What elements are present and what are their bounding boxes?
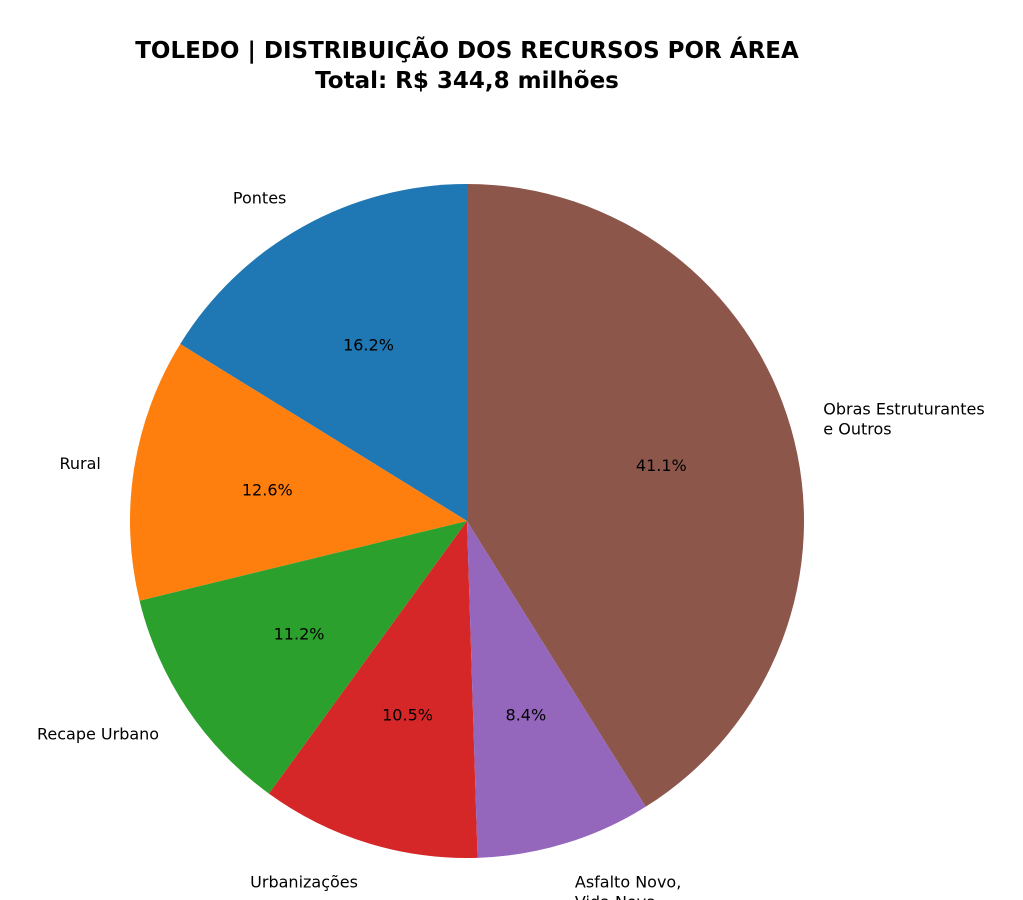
slice-percent-label: 12.6% bbox=[242, 480, 293, 499]
slice-percent-label: 41.1% bbox=[636, 456, 687, 475]
chart-title-line: TOLEDO | DISTRIBUIÇÃO DOS RECURSOS POR Á… bbox=[135, 38, 799, 64]
slice-percent-label: 10.5% bbox=[382, 705, 433, 724]
pie-slice-0 bbox=[180, 184, 468, 521]
chart-title: TOLEDO | DISTRIBUIÇÃO DOS RECURSOS POR Á… bbox=[0, 36, 934, 96]
slice-percent-label: 8.4% bbox=[506, 705, 547, 724]
pie-slice-2 bbox=[139, 521, 467, 794]
slice-percent-label: 11.2% bbox=[274, 625, 325, 644]
slice-category-label: Rural bbox=[59, 454, 100, 473]
pie-slice-3 bbox=[268, 521, 478, 859]
slice-percent-label: 16.2% bbox=[343, 335, 394, 354]
pie-slice-4 bbox=[467, 521, 646, 858]
slice-category-label: Obras Estruturantes e Outros bbox=[823, 400, 984, 439]
slice-category-label: Asfalto Novo,Vida Nova bbox=[575, 873, 681, 900]
slice-category-label: Recape Urbano bbox=[37, 724, 159, 743]
slice-category-label: Pontes bbox=[233, 188, 286, 207]
pie-slice-5 bbox=[467, 184, 804, 807]
chart-subtitle: Total: R$ 344,8 milhões bbox=[315, 68, 619, 94]
slice-category-label: Urbanizações bbox=[250, 872, 358, 891]
pie-slice-1 bbox=[129, 344, 467, 601]
